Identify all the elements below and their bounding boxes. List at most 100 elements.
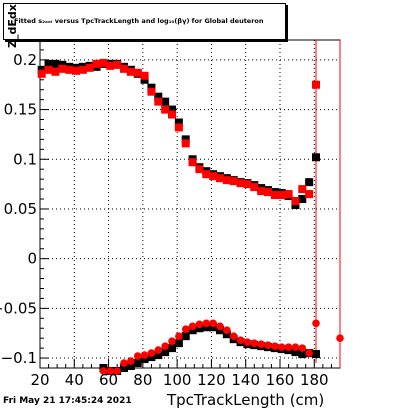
- data-point: [161, 342, 169, 350]
- data-point: [154, 346, 163, 354]
- data-point: [147, 353, 156, 362]
- gridlines: [40, 40, 340, 368]
- data-point: [120, 64, 128, 73]
- data-point: [113, 60, 122, 69]
- data-point: [181, 139, 190, 148]
- data-point: [216, 326, 224, 335]
- data-point: [216, 322, 224, 331]
- data-point: [202, 323, 211, 332]
- data-point: [174, 123, 183, 132]
- data-point: [202, 319, 211, 328]
- title-box: Fitted s₂ₐₑᵢ versus TpcTrackLength and l…: [3, 3, 286, 40]
- error-bars: [315, 40, 341, 368]
- y-tick-label: 0: [27, 250, 37, 268]
- data-point: [147, 349, 156, 357]
- data-point: [174, 118, 183, 127]
- data-point: [92, 59, 101, 68]
- data-point: [284, 190, 293, 199]
- data-point: [305, 190, 314, 199]
- data-point: [126, 362, 135, 371]
- data-point: [305, 178, 314, 187]
- data-point: [174, 339, 183, 348]
- data-point: [229, 332, 238, 340]
- data-point: [120, 364, 128, 372]
- y-tick-label: −0.05: [0, 299, 37, 317]
- data-point: [161, 97, 170, 106]
- data-point: [223, 326, 231, 335]
- data-point: [243, 338, 252, 346]
- y-tick-label: 0.15: [4, 101, 37, 119]
- data-point: [181, 332, 190, 341]
- data-point: [202, 170, 211, 179]
- y-tick-label: −0.1: [1, 349, 37, 367]
- data-point: [147, 87, 156, 96]
- data-point: [195, 320, 204, 329]
- chart-title: Fitted s₂ₐₑᵢ versus TpcTrackLength and l…: [14, 17, 264, 25]
- data-point: [312, 319, 320, 328]
- data-point: [106, 367, 115, 375]
- data-point: [127, 357, 135, 365]
- x-tick-label: 60: [99, 371, 118, 389]
- data-point: [243, 180, 252, 189]
- x-tick-label: 180: [300, 371, 329, 389]
- data-point: [312, 80, 320, 89]
- data-point: [161, 348, 170, 357]
- data-point: [188, 326, 197, 335]
- data-point: [336, 334, 344, 342]
- data-point: [209, 323, 218, 332]
- data-point: [209, 172, 218, 181]
- data-point: [312, 350, 320, 359]
- data-point: [264, 188, 272, 197]
- data-point: [222, 176, 231, 185]
- data-point: [181, 325, 190, 334]
- data-point: [126, 67, 135, 76]
- x-tick-label: 100: [163, 371, 192, 389]
- data-point: [133, 359, 142, 368]
- data-point: [99, 367, 108, 375]
- data-point: [120, 359, 128, 367]
- data-point: [140, 71, 149, 80]
- data-point: [209, 319, 217, 328]
- x-tick-label: 160: [266, 371, 295, 389]
- x-tick-label: 20: [30, 371, 49, 389]
- data-point: [291, 197, 300, 206]
- data-point: [78, 65, 87, 74]
- data-point: [161, 105, 170, 114]
- data-point: [257, 187, 266, 196]
- data-point: [175, 332, 183, 340]
- x-tick-label: 40: [65, 371, 84, 389]
- data-point: [298, 185, 307, 194]
- data-point: [188, 158, 197, 167]
- data-point: [250, 183, 259, 192]
- data-point: [298, 350, 307, 359]
- data-point: [229, 177, 238, 186]
- y-tick-label: 0.05: [4, 200, 37, 218]
- data-point: [113, 367, 121, 375]
- data-point: [154, 97, 163, 106]
- data-point: [298, 195, 307, 204]
- data-point: [305, 349, 313, 357]
- data-point: [168, 110, 176, 119]
- data-point: [44, 65, 53, 74]
- data-point: [195, 165, 204, 174]
- data-point: [236, 179, 245, 188]
- data-point: [168, 337, 176, 345]
- data-point: [85, 63, 94, 72]
- data-point: [291, 348, 300, 357]
- data-point: [140, 355, 149, 364]
- data-point: [250, 339, 259, 347]
- data-point: [51, 67, 60, 76]
- data-point: [72, 66, 80, 75]
- data-point: [168, 105, 176, 114]
- data-point: [277, 343, 286, 351]
- y-tick-label: 0.1: [13, 150, 37, 168]
- data-point: [154, 351, 163, 360]
- x-axis-title: TpcTrackLength (cm): [167, 391, 325, 409]
- data-point: [222, 330, 231, 339]
- data-point: [44, 59, 53, 68]
- data-point: [154, 92, 163, 101]
- data-point: [51, 59, 60, 68]
- data-point: [236, 336, 245, 344]
- data-point: [270, 191, 279, 200]
